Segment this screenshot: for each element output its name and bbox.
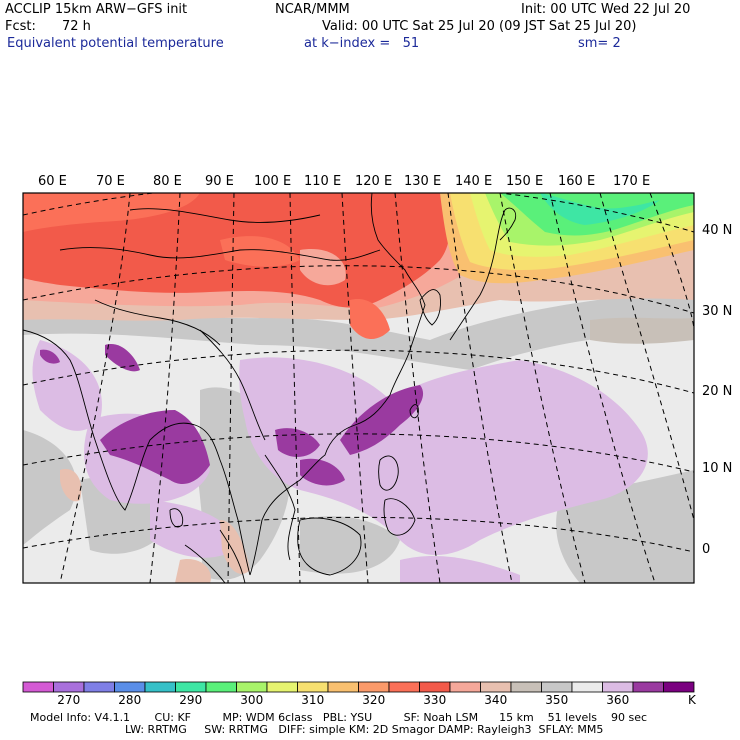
graticule [23, 193, 694, 583]
forecast-hour: 72 h [62, 19, 91, 34]
lat-label: 10 N [702, 461, 732, 476]
lat-label: 30 N [702, 304, 732, 319]
model-info-line2: LW: RRTMG SW: RRTMG DIFF: simple KM: 2D … [125, 723, 604, 736]
longitude-labels: 60 E 70 E 80 E 90 E 100 E 110 E 120 E 13… [38, 174, 650, 189]
coastlines [23, 193, 517, 583]
organization: NCAR/MMM [275, 2, 350, 17]
valid-time: Valid: 00 UTC Sat 25 Jul 20 (09 JST Sat … [322, 19, 637, 34]
lon-label: 160 E [558, 174, 595, 189]
latitude-labels: 40 N 30 N 20 N 10 N 0 [702, 223, 732, 557]
level-index: at k−index = 51 [304, 36, 420, 51]
lon-label: 70 E [96, 174, 125, 189]
lon-label: 80 E [153, 174, 182, 189]
lon-label: 170 E [613, 174, 650, 189]
lon-label: 140 E [455, 174, 492, 189]
init-time: Init: 00 UTC Wed 22 Jul 20 [521, 2, 691, 17]
lon-label: 120 E [355, 174, 392, 189]
lon-label: 110 E [304, 174, 341, 189]
lon-label: 100 E [254, 174, 291, 189]
lon-label: 60 E [38, 174, 67, 189]
field-name: Equivalent potential temperature [7, 36, 224, 51]
lon-label: 150 E [506, 174, 543, 189]
lon-label: 130 E [404, 174, 441, 189]
smoothing-value: sm= 2 [578, 36, 621, 51]
lon-label: 90 E [205, 174, 234, 189]
forecast-label: Fcst: [5, 19, 36, 34]
model-info-line1: Model Info: V4.1.1 CU: KF MP: WDM 6class… [30, 711, 648, 724]
model-title: ACCLIP 15km ARW−GFS init [5, 2, 188, 17]
map-frame [22, 192, 695, 584]
lat-label: 40 N [702, 223, 732, 238]
lat-label: 20 N [702, 384, 732, 399]
lat-label: 0 [702, 542, 710, 557]
